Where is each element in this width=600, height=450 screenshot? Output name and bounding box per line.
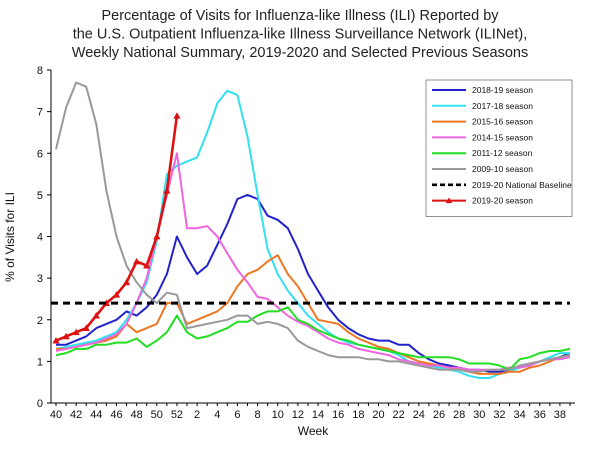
x-tick-label: 8 (255, 409, 261, 421)
legend-label: 2019-20 National Baseline (472, 180, 572, 190)
legend-label: 2011-12 season (472, 148, 533, 158)
chart-title: Percentage of Visits for Influenza-like … (72, 8, 528, 61)
x-tick-label: 32 (493, 409, 505, 421)
legend-label: 2014-15 season (472, 132, 533, 142)
legend-entry: 2019-20 season (432, 196, 533, 206)
series-point (133, 257, 141, 265)
y-tick-label: 5 (37, 190, 43, 202)
x-tick-label: 22 (393, 409, 405, 421)
x-tick-label: 36 (534, 409, 546, 421)
legend-entry: 2014-15 season (432, 132, 533, 142)
y-tick-label: 3 (37, 273, 43, 285)
legend-label: 2015-16 season (472, 117, 533, 127)
series-point (52, 336, 60, 344)
x-tick-label: 38 (554, 409, 566, 421)
legend-entry: 2018-19 season (432, 85, 533, 95)
y-axis-label: % of Visits for ILI (3, 192, 17, 282)
x-tick-label: 20 (372, 409, 384, 421)
x-tick-label: 4 (214, 409, 220, 421)
x-tick-label: 18 (352, 409, 364, 421)
y-tick-label: 8 (37, 65, 43, 77)
series-point (72, 328, 80, 336)
legend-label: 2009-10 season (472, 164, 533, 174)
y-axis-ticks: 0 1 2 3 4 5 6 7 8 (37, 65, 51, 410)
x-tick-label: 26 (433, 409, 445, 421)
series-line-2018-19-season (56, 193, 571, 373)
x-tick-label: 10 (272, 409, 284, 421)
series-line-2011-12-season (55, 306, 571, 371)
legend-marker (445, 197, 453, 204)
y-tick-label: 0 (37, 398, 43, 410)
series-lines (52, 81, 571, 379)
x-tick-label: 40 (50, 409, 62, 421)
x-tick-label: 52 (171, 409, 183, 421)
chart-title-line: Percentage of Visits for Influenza-like … (101, 8, 499, 24)
series-line-2015-16-season (56, 254, 571, 375)
series-line-2014-15-season (55, 152, 571, 371)
x-tick-label: 28 (453, 409, 465, 421)
series-line-2019-20-season (55, 115, 179, 342)
y-tick-label: 4 (37, 232, 43, 244)
x-tick-label: 42 (70, 409, 82, 421)
x-tick-label: 24 (413, 409, 425, 421)
legend-box (425, 79, 573, 217)
series-point (112, 291, 121, 298)
x-tick-label: 6 (234, 409, 240, 421)
series-point (122, 278, 131, 286)
legend-entry: 2019-20 National Baseline (432, 180, 572, 190)
series-line-2009-10-season (55, 81, 571, 373)
legend-label: 2018-19 season (472, 85, 533, 95)
chart-title-line: Weekly National Summary, 2019-2020 and S… (72, 45, 528, 61)
x-axis-ticks: 40 42 44 46 48 50 52 2 4 6 8 10 12 14 16 18 20 22 24 26 28 30… (50, 403, 571, 421)
series-point (92, 311, 100, 319)
x-tick-label: 16 (332, 409, 344, 421)
x-tick-label: 2 (194, 409, 200, 421)
series-point (143, 262, 151, 269)
series-point (82, 324, 90, 331)
y-tick-label: 6 (37, 148, 43, 160)
y-tick-label: 7 (37, 107, 43, 119)
legend-entry: 2017-18 season (432, 101, 533, 111)
series-point (62, 332, 70, 340)
legend-entry: 2015-16 season (432, 117, 533, 127)
series-point (163, 187, 171, 194)
x-tick-label: 46 (110, 409, 122, 421)
x-axis-label: Week (298, 424, 329, 438)
legend-label: 2019-20 season (472, 196, 533, 206)
legend-label: 2017-18 season (472, 101, 533, 111)
y-tick-label: 2 (37, 315, 43, 327)
x-tick-label: 12 (292, 409, 304, 421)
series-point (153, 232, 161, 240)
series-point (173, 112, 181, 119)
x-tick-label: 44 (90, 409, 102, 421)
legend: 2018-19 season 2017-18 season 2015-16 seas… (425, 79, 573, 217)
legend-entry: 2011-12 season (432, 148, 533, 158)
x-tick-label: 48 (131, 409, 143, 421)
legend-entry: 2009-10 season (432, 164, 533, 174)
x-tick-label: 34 (513, 409, 525, 421)
chart-title-line: the U.S. Outpatient Influenza-like Illne… (73, 27, 528, 43)
x-tick-label: 30 (473, 409, 485, 421)
y-tick-label: 1 (37, 356, 43, 368)
x-tick-label: 14 (312, 409, 324, 421)
x-tick-label: 50 (151, 409, 163, 421)
